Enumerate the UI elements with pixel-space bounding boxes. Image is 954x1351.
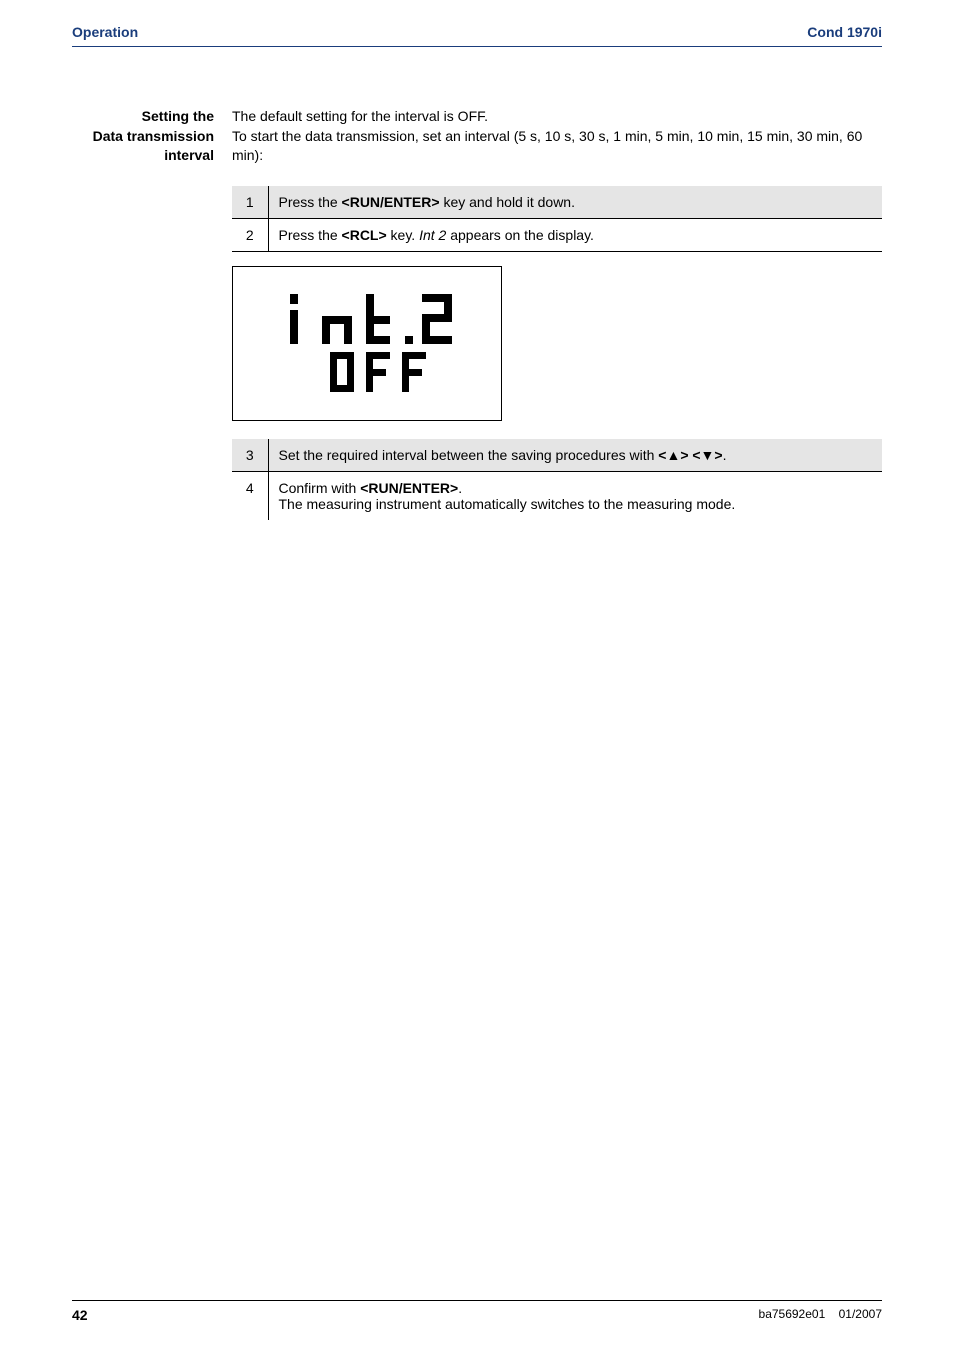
seg-i-icon <box>276 288 316 348</box>
lcd-line2 <box>326 348 432 398</box>
step-prefix: Set the required interval between the sa… <box>279 447 659 463</box>
intro-line1: The default setting for the interval is … <box>232 108 488 124</box>
step-number: 3 <box>232 439 268 472</box>
step-text: Press the <RUN/ENTER> key and hold it do… <box>268 186 882 219</box>
step-number: 4 <box>232 471 268 520</box>
step-bold: <▲> <▼> <box>658 447 722 463</box>
table-row: 3 Set the required interval between the … <box>232 439 882 472</box>
intro-line2: To start the data transmission, set an i… <box>232 128 862 164</box>
step-suffix: . <box>458 480 462 496</box>
step-prefix: Press the <box>279 227 342 243</box>
footer-divider <box>72 1300 882 1301</box>
seg-f-icon <box>362 348 396 398</box>
seg-n-icon <box>318 288 358 348</box>
lcd-display <box>232 266 502 421</box>
header-left: Operation <box>72 24 138 40</box>
step-mid: key. <box>387 227 419 243</box>
step-prefix: Confirm with <box>279 480 361 496</box>
footer-row: 42 ba75692e01 01/2007 <box>72 1307 882 1323</box>
lcd-line1 <box>276 288 458 348</box>
step-line2: The measuring instrument automatically s… <box>279 496 736 512</box>
seg-t-icon <box>360 288 400 348</box>
step-text: Press the <RCL> key. Int 2 appears on th… <box>268 218 882 251</box>
page-header: Operation Cond 1970i <box>0 0 954 46</box>
steps-table-top: 1 Press the <RUN/ENTER> key and hold it … <box>232 186 882 252</box>
footer-date: 01/2007 <box>839 1307 882 1321</box>
header-right: Cond 1970i <box>807 24 882 40</box>
seg-o-icon <box>326 348 360 398</box>
step-bold: <RUN/ENTER> <box>342 194 440 210</box>
body-column: The default setting for the interval is … <box>232 107 882 520</box>
footer-right: ba75692e01 01/2007 <box>759 1307 882 1323</box>
sidebar-heading-line3: interval <box>72 146 214 166</box>
footer-doc: ba75692e01 <box>759 1307 826 1321</box>
step-number: 2 <box>232 218 268 251</box>
sidebar-heading-block: Setting the Data transmission interval <box>72 107 232 520</box>
intro-paragraph: The default setting for the interval is … <box>232 107 882 166</box>
step-text: Set the required interval between the sa… <box>268 439 882 472</box>
table-row: 2 Press the <RCL> key. Int 2 appears on … <box>232 218 882 251</box>
table-row: 1 Press the <RUN/ENTER> key and hold it … <box>232 186 882 219</box>
step-number: 1 <box>232 186 268 219</box>
step-suffix: key and hold it down. <box>440 194 575 210</box>
sidebar-heading-line2: Data transmission <box>72 127 214 147</box>
steps-table-bottom: 3 Set the required interval between the … <box>232 439 882 520</box>
seg-2-icon <box>418 288 458 348</box>
page-number: 42 <box>72 1307 88 1323</box>
sidebar-heading-line1: Setting the <box>72 107 214 127</box>
page-footer: 42 ba75692e01 01/2007 <box>72 1300 882 1323</box>
seg-f-icon <box>398 348 432 398</box>
main-content: Setting the Data transmission interval T… <box>0 47 954 520</box>
step-text: Confirm with <RUN/ENTER>. The measuring … <box>268 471 882 520</box>
step-italic: Int 2 <box>419 227 446 243</box>
step-bold: <RUN/ENTER> <box>360 480 458 496</box>
step-suffix: appears on the display. <box>446 227 594 243</box>
step-prefix: Press the <box>279 194 342 210</box>
table-row: 4 Confirm with <RUN/ENTER>. The measurin… <box>232 471 882 520</box>
seg-dot-icon <box>402 288 416 348</box>
step-suffix: . <box>723 447 727 463</box>
step-bold: <RCL> <box>342 227 387 243</box>
